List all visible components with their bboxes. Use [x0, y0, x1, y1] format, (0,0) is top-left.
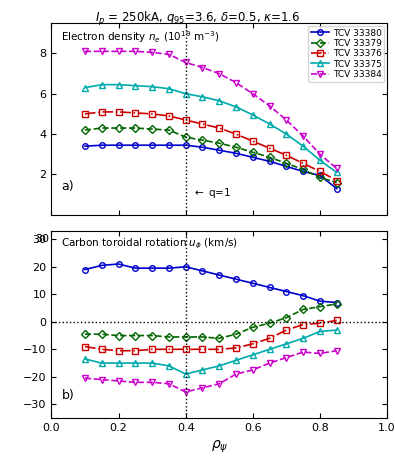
TCV 33379	[318, 175, 322, 180]
TCV 33375	[116, 82, 121, 87]
Text: $\leftarrow$ q=1: $\leftarrow$ q=1	[192, 186, 231, 200]
TCV 33380	[150, 142, 154, 148]
Legend: TCV 33380, TCV 33379, TCV 33376, TCV 33375, TCV 33384: TCV 33380, TCV 33379, TCV 33376, TCV 333…	[308, 26, 384, 82]
TCV 33376	[183, 117, 188, 123]
TCV 33380	[100, 142, 104, 148]
TCV 33384	[250, 91, 255, 97]
Text: a): a)	[62, 180, 74, 193]
TCV 33376	[318, 169, 322, 174]
TCV 33376	[150, 111, 154, 117]
TCV 33379	[200, 137, 205, 143]
TCV 33384	[200, 65, 205, 70]
TCV 33380	[318, 173, 322, 178]
TCV 33379	[167, 128, 171, 133]
Line: TCV 33384: TCV 33384	[81, 48, 340, 172]
TCV 33375	[301, 143, 306, 149]
TCV 33376	[200, 121, 205, 127]
TCV 33376	[100, 109, 104, 115]
TCV 33380	[284, 164, 289, 169]
Text: $I_p$ = 250kA, $q_{95}$=3.6, $\delta$=0.5, $\kappa$=1.6: $I_p$ = 250kA, $q_{95}$=3.6, $\delta$=0.…	[95, 10, 300, 28]
TCV 33380	[116, 142, 121, 148]
TCV 33379	[100, 125, 104, 131]
TCV 33375	[217, 98, 222, 103]
TCV 33384	[318, 152, 322, 157]
TCV 33375	[183, 91, 188, 97]
TCV 33379	[284, 161, 289, 166]
TCV 33375	[100, 82, 104, 87]
TCV 33379	[234, 145, 239, 150]
TCV 33384	[267, 103, 272, 109]
TCV 33376	[267, 146, 272, 151]
X-axis label: $\rho_\psi$: $\rho_\psi$	[211, 438, 228, 455]
TCV 33380	[200, 145, 205, 150]
TCV 33380	[183, 142, 188, 148]
TCV 33375	[284, 131, 289, 137]
TCV 33384	[284, 117, 289, 123]
TCV 33380	[267, 158, 272, 164]
TCV 33376	[133, 110, 137, 116]
TCV 33384	[234, 80, 239, 85]
Line: TCV 33380: TCV 33380	[82, 142, 340, 191]
TCV 33379	[150, 126, 154, 132]
TCV 33379	[183, 134, 188, 140]
TCV 33384	[217, 71, 222, 76]
TCV 33384	[167, 52, 171, 57]
TCV 33384	[116, 49, 121, 54]
TCV 33376	[301, 161, 306, 166]
TCV 33379	[217, 140, 222, 146]
TCV 33379	[116, 125, 121, 131]
TCV 33376	[284, 152, 289, 158]
TCV 33379	[250, 150, 255, 155]
TCV 33375	[234, 104, 239, 109]
TCV 33375	[250, 112, 255, 118]
TCV 33376	[83, 111, 87, 117]
Text: 30: 30	[36, 234, 50, 244]
TCV 33379	[301, 167, 306, 172]
TCV 33380	[234, 151, 239, 156]
TCV 33380	[133, 142, 137, 148]
TCV 33376	[250, 139, 255, 144]
TCV 33380	[217, 147, 222, 153]
Text: Carbon toroidal rotation $u_{\phi}$ (km/s): Carbon toroidal rotation $u_{\phi}$ (km/…	[62, 237, 239, 251]
TCV 33375	[150, 84, 154, 90]
TCV 33380	[167, 142, 171, 148]
Line: TCV 33376: TCV 33376	[82, 109, 340, 183]
TCV 33375	[200, 94, 205, 99]
TCV 33375	[167, 86, 171, 91]
TCV 33375	[133, 83, 137, 88]
Text: b): b)	[62, 389, 74, 402]
TCV 33375	[334, 170, 339, 175]
TCV 33384	[334, 166, 339, 171]
TCV 33376	[234, 131, 239, 137]
TCV 33376	[167, 113, 171, 119]
Text: Electron density $n_e$ (10$^{19}$ m$^{-3}$): Electron density $n_e$ (10$^{19}$ m$^{-3…	[62, 29, 220, 45]
TCV 33379	[267, 154, 272, 160]
TCV 33375	[83, 85, 87, 91]
TCV 33384	[301, 134, 306, 139]
TCV 33379	[83, 128, 87, 133]
TCV 33380	[250, 154, 255, 160]
TCV 33375	[318, 158, 322, 163]
TCV 33376	[116, 109, 121, 115]
Line: TCV 33375: TCV 33375	[82, 82, 340, 175]
TCV 33376	[217, 125, 222, 131]
TCV 33379	[133, 125, 137, 131]
TCV 33379	[334, 180, 339, 185]
TCV 33380	[83, 143, 87, 149]
TCV 33384	[150, 49, 154, 55]
TCV 33384	[183, 60, 188, 65]
TCV 33375	[267, 121, 272, 127]
TCV 33384	[100, 49, 104, 54]
TCV 33384	[133, 49, 137, 54]
TCV 33384	[83, 49, 87, 54]
Line: TCV 33379: TCV 33379	[82, 125, 340, 185]
TCV 33380	[334, 186, 339, 191]
TCV 33380	[301, 169, 306, 174]
TCV 33376	[334, 178, 339, 183]
